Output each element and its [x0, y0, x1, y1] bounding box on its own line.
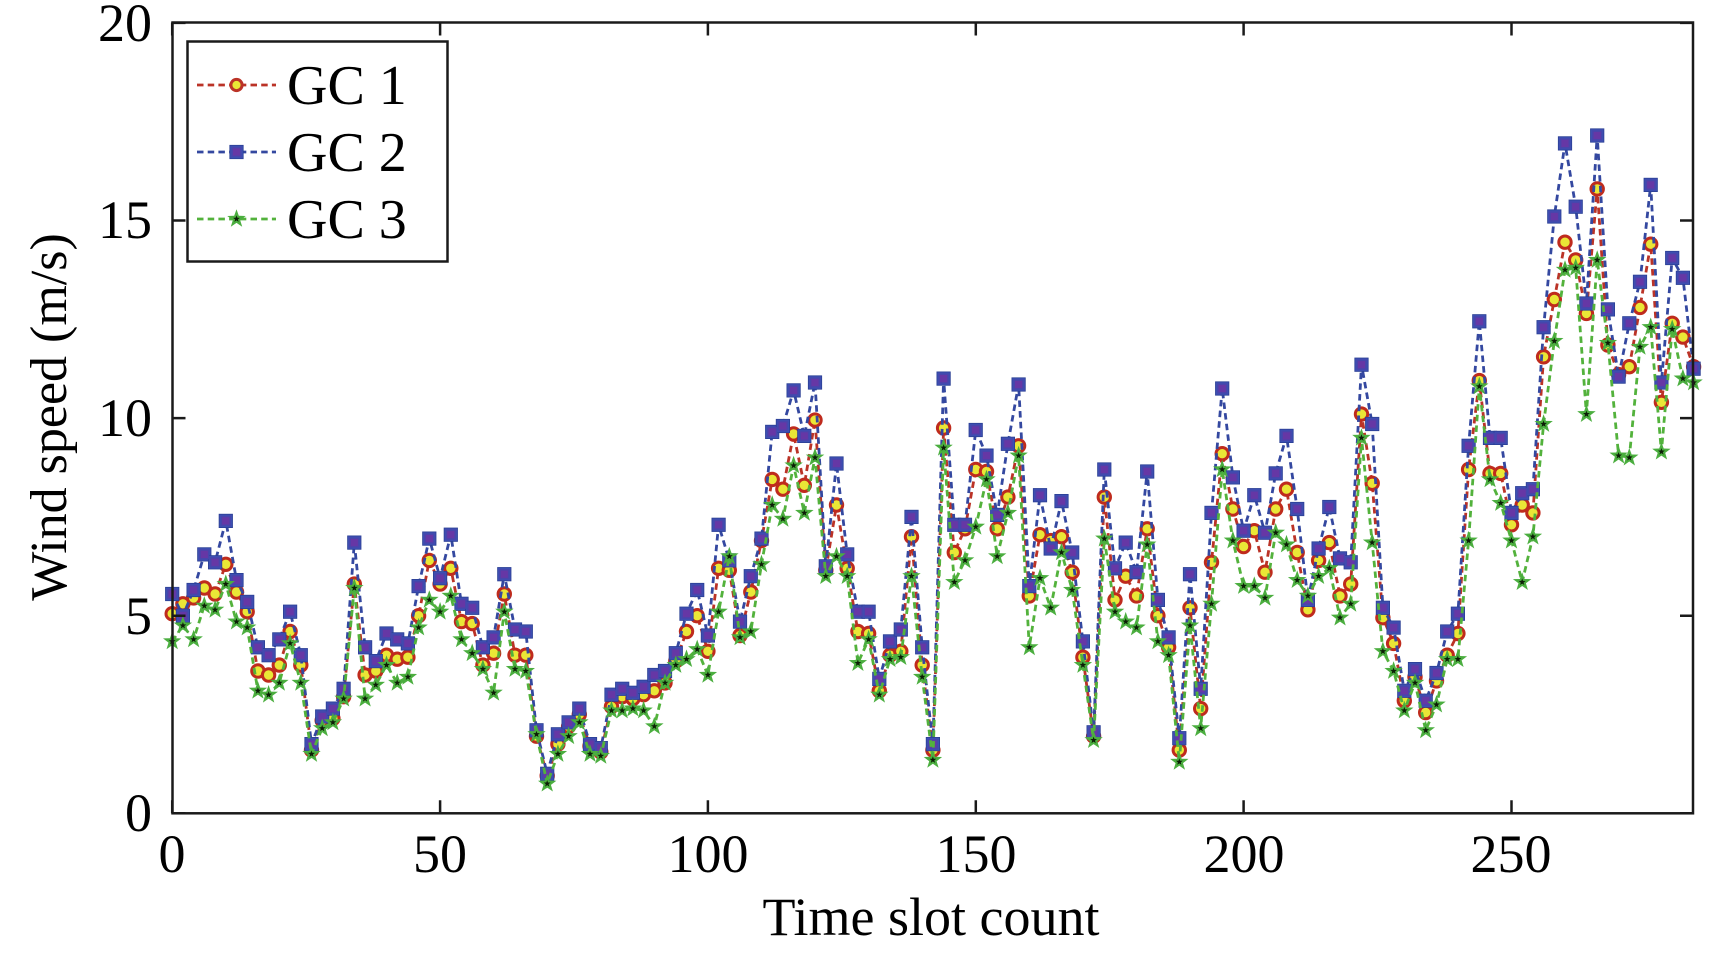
svg-text:200: 200 — [1204, 824, 1285, 884]
svg-text:GC 3: GC 3 — [287, 189, 407, 251]
svg-text:0: 0 — [125, 783, 152, 843]
svg-text:50: 50 — [413, 824, 467, 884]
svg-text:GC 1: GC 1 — [287, 55, 407, 117]
svg-text:10: 10 — [98, 388, 152, 448]
svg-text:15: 15 — [98, 190, 152, 250]
svg-text:Time slot count: Time slot count — [762, 887, 1099, 947]
svg-text:20: 20 — [98, 0, 152, 53]
svg-text:250: 250 — [1471, 824, 1552, 884]
svg-text:5: 5 — [125, 586, 152, 646]
svg-text:150: 150 — [936, 824, 1017, 884]
svg-text:100: 100 — [668, 824, 749, 884]
svg-text:0: 0 — [159, 824, 186, 884]
svg-text:GC 2: GC 2 — [287, 122, 407, 184]
svg-text:Wind speed (m/s): Wind speed (m/s) — [21, 233, 78, 601]
